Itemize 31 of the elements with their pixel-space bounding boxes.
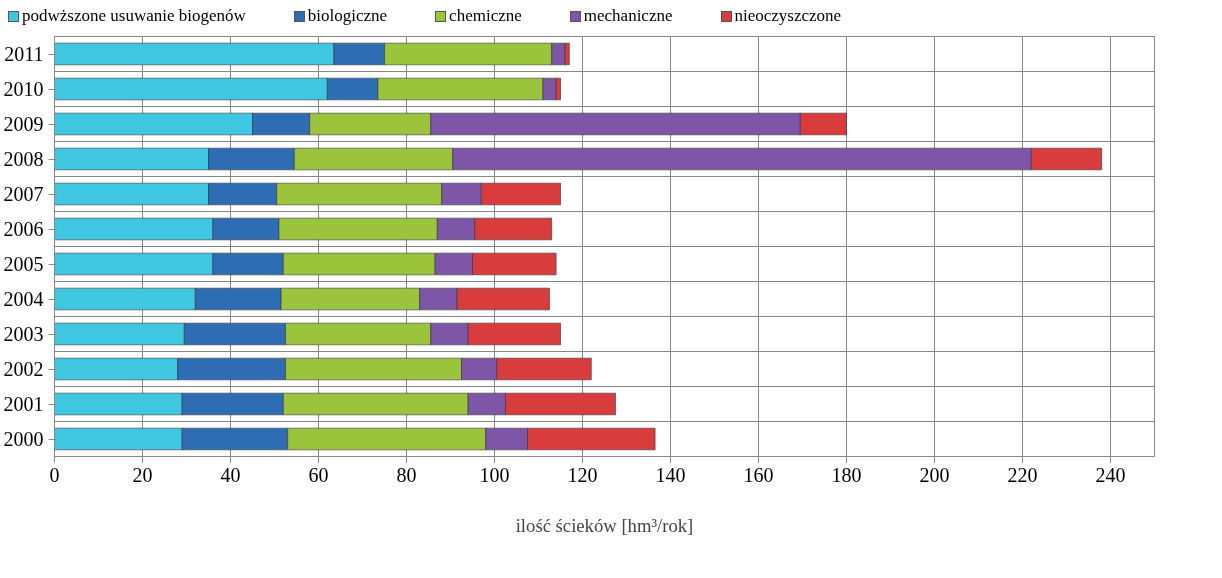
x-tick-label: 40: [220, 463, 241, 486]
x-tick-label: 160: [743, 463, 774, 486]
legend-label: podwższone usuwanie biogenów: [22, 5, 246, 27]
y-tick-label: 2003: [3, 323, 44, 345]
x-tick-label: 20: [132, 463, 153, 486]
x-tick-label: 100: [479, 463, 510, 486]
x-tick-label: 0: [49, 463, 60, 486]
x-tick-label: 140: [655, 463, 686, 486]
x-tick-label: 240: [1095, 463, 1126, 486]
y-tick-label: 2004: [3, 288, 44, 310]
x-tick-label: 200: [919, 463, 950, 486]
y-tick-label: 2006: [3, 218, 44, 240]
y-tick-label: 2008: [3, 148, 44, 170]
x-tick-label: 80: [396, 463, 417, 486]
x-tick-label: 120: [567, 463, 598, 486]
y-tick-label: 2010: [3, 78, 44, 100]
x-tick-label: 180: [831, 463, 862, 486]
legend-label: nieoczyszczone: [734, 5, 842, 27]
legend-label: mechaniczne: [583, 5, 673, 27]
y-tick-label: 2005: [3, 253, 44, 275]
y-tick-label: 2002: [3, 358, 44, 380]
y-tick-label: 2009: [3, 113, 44, 135]
y-tick-label: 2011: [4, 43, 44, 65]
y-tick-label: 2001: [3, 393, 44, 415]
y-tick-label: 2000: [3, 428, 44, 450]
y-tick-label: 2007: [3, 183, 44, 205]
x-tick-label: 220: [1007, 463, 1038, 486]
legend-label: biologiczne: [307, 5, 388, 27]
x-axis-title: ilość ścieków [hm³/rok]: [515, 514, 694, 536]
x-tick-label: 60: [308, 463, 329, 486]
legend-label: chemiczne: [449, 5, 522, 27]
